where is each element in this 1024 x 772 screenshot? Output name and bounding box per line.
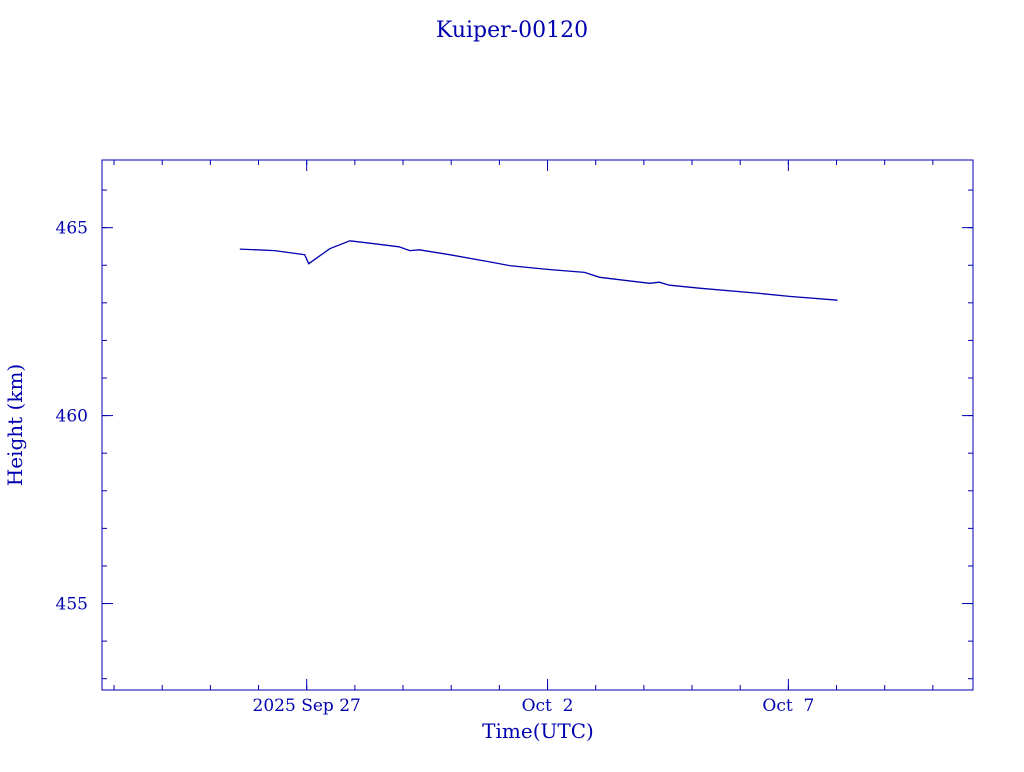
y-tick-label: 460 <box>56 407 88 427</box>
series-line <box>239 240 838 301</box>
x-tick-label: 2025 Sep 27 <box>253 696 361 716</box>
y-tick-label: 465 <box>56 219 88 239</box>
chart-title: Kuiper-00120 <box>436 18 588 43</box>
x-tick-label: Oct 2 <box>522 696 574 716</box>
x-tick-label: Oct 7 <box>762 696 814 716</box>
x-axis-label: Time(UTC) <box>482 719 594 743</box>
y-tick-label: 455 <box>56 595 88 615</box>
plot-frame <box>101 159 974 691</box>
y-axis-label: Height (km) <box>3 364 27 486</box>
